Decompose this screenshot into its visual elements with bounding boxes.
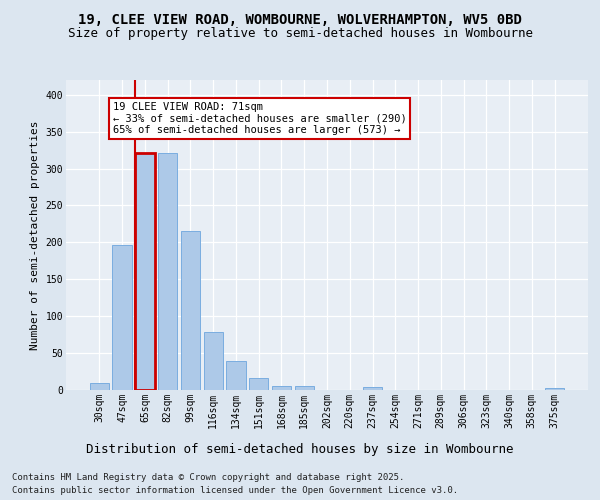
Text: 19, CLEE VIEW ROAD, WOMBOURNE, WOLVERHAMPTON, WV5 0BD: 19, CLEE VIEW ROAD, WOMBOURNE, WOLVERHAM… [78, 12, 522, 26]
Bar [226, 361, 245, 390]
Text: Contains public sector information licensed under the Open Government Licence v3: Contains public sector information licen… [12, 486, 458, 495]
Bar [135, 153, 155, 390]
Bar [90, 384, 109, 390]
Bar [545, 388, 564, 390]
Bar [272, 386, 291, 390]
Bar [158, 153, 178, 390]
Bar [295, 386, 314, 390]
Bar [112, 244, 132, 390]
Bar [203, 332, 223, 390]
Y-axis label: Number of semi-detached properties: Number of semi-detached properties [30, 120, 40, 350]
Bar [181, 232, 200, 390]
Bar [249, 378, 268, 390]
Text: 19 CLEE VIEW ROAD: 71sqm
← 33% of semi-detached houses are smaller (290)
65% of : 19 CLEE VIEW ROAD: 71sqm ← 33% of semi-d… [113, 102, 407, 136]
Text: Contains HM Land Registry data © Crown copyright and database right 2025.: Contains HM Land Registry data © Crown c… [12, 472, 404, 482]
Text: Size of property relative to semi-detached houses in Wombourne: Size of property relative to semi-detach… [67, 28, 533, 40]
Text: Distribution of semi-detached houses by size in Wombourne: Distribution of semi-detached houses by … [86, 442, 514, 456]
Bar [363, 387, 382, 390]
